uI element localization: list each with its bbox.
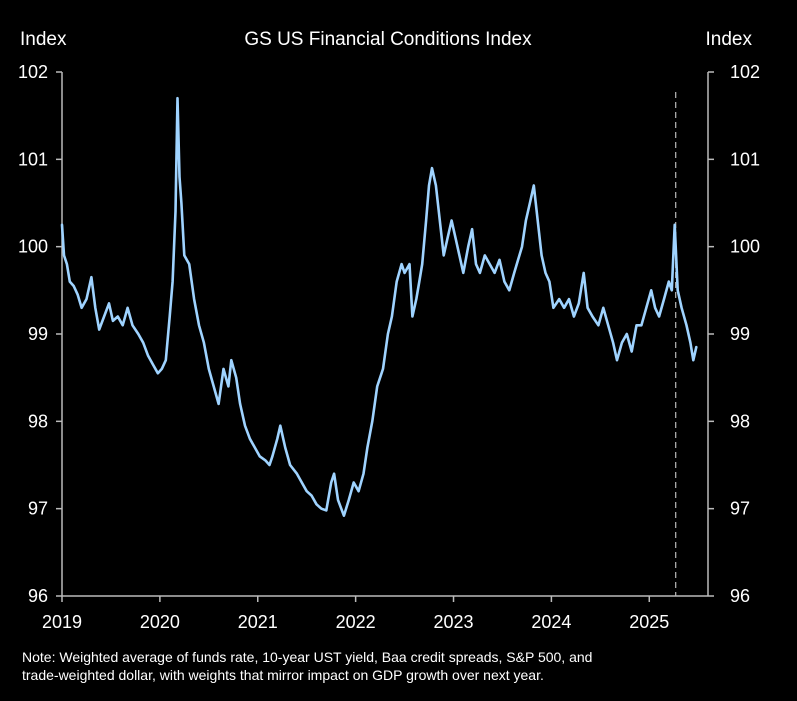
y-tick-label-right: 101	[730, 149, 760, 169]
x-tick-label: 2023	[433, 612, 473, 632]
x-tick-label: 2020	[140, 612, 180, 632]
x-tick-label: 2019	[42, 612, 82, 632]
y-tick-label-left: 102	[18, 62, 48, 82]
plot-area	[60, 92, 698, 596]
y-tick-label-right: 97	[730, 499, 750, 519]
y-tick-label-left: 97	[28, 499, 48, 519]
y-tick-label-left: 98	[28, 411, 48, 431]
chart-note: Note: Weighted average of funds rate, 10…	[22, 648, 782, 684]
y-tick-label-right: 99	[730, 324, 750, 344]
note-line-1: Note: Weighted average of funds rate, 10…	[22, 649, 593, 665]
y-tick-label-left: 99	[28, 324, 48, 344]
axes: 96 96 97 97 98 98 99 99 100 100 101 101 102 102 2019 20…	[18, 62, 760, 632]
note-line-2: trade-weighted dollar, with weights that…	[22, 667, 544, 683]
y-tick-label-right: 96	[730, 586, 750, 606]
y-tick-label-right: 102	[730, 62, 760, 82]
x-tick-label: 2022	[336, 612, 376, 632]
series-line	[60, 96, 698, 517]
y-tick-label-left: 96	[28, 586, 48, 606]
right-axis-unit: Index	[706, 29, 753, 50]
x-tick-label: 2021	[238, 612, 278, 632]
y-tick-label-left: 100	[18, 237, 48, 257]
y-tick-label-right: 98	[730, 411, 750, 431]
left-axis-unit: Index	[20, 29, 67, 50]
y-tick-label-right: 100	[730, 237, 760, 257]
x-tick-label: 2025	[629, 612, 669, 632]
y-tick-label-left: 101	[18, 149, 48, 169]
x-tick-label: 2024	[531, 612, 571, 632]
chart-title: GS US Financial Conditions Index	[244, 29, 532, 50]
